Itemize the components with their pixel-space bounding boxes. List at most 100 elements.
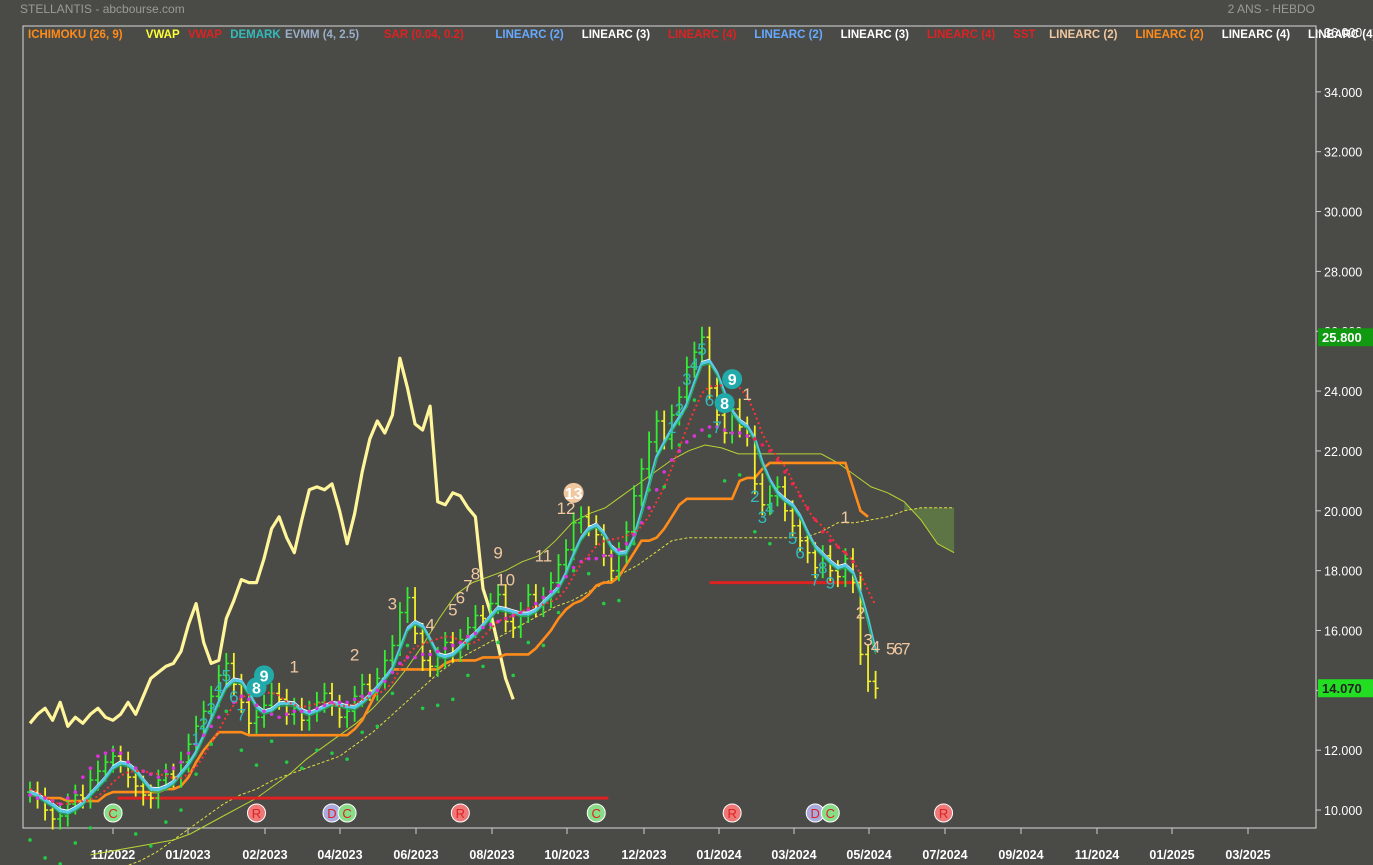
legend-item-10: LINEARC (3) — [841, 29, 910, 41]
y-tick-label: 16.000 — [1324, 624, 1362, 638]
sar-dot — [737, 431, 742, 435]
demark-count: 3 — [206, 699, 215, 718]
sar-dot — [466, 634, 470, 639]
sar-dot — [534, 601, 538, 606]
signal-marker — [586, 803, 606, 823]
sar-dot — [96, 754, 100, 758]
sar-dot — [126, 760, 130, 764]
sar-dot — [435, 649, 440, 654]
sar-dot — [375, 688, 380, 693]
demark-count: 7 — [901, 639, 910, 658]
support-dot — [526, 640, 531, 645]
demark-count: 6 — [456, 589, 465, 608]
sar-dot — [549, 589, 553, 594]
sar-dot — [843, 550, 848, 555]
sar-dot — [602, 553, 606, 558]
demark-count: 7 — [237, 705, 246, 724]
sar-dot — [458, 640, 463, 645]
sar-dot — [662, 470, 666, 474]
x-tick-label: 07/2024 — [922, 848, 967, 862]
sar-dot — [722, 428, 727, 432]
support-dot — [269, 739, 274, 744]
demark-circle-label: 13 — [565, 486, 583, 503]
signal-marker-label: R — [727, 806, 736, 821]
sar-dot — [443, 646, 448, 651]
support-dot — [133, 832, 138, 836]
y-tick-label: 30.000 — [1324, 206, 1362, 220]
demark-count: 2 — [199, 714, 208, 733]
demark-count: 5 — [886, 639, 895, 658]
x-tick-label: 04/2023 — [317, 848, 362, 862]
demark-count: 6 — [894, 639, 903, 658]
legend-item-2: VWAP — [188, 29, 222, 41]
signal-marker-label: C — [108, 806, 117, 821]
support-dot — [360, 730, 365, 735]
sar-dot — [292, 709, 297, 714]
x-tick-label: 01/2025 — [1149, 848, 1194, 862]
demark-count: 10 — [496, 571, 515, 590]
x-tick-label: 05/2024 — [846, 848, 891, 862]
support-dot — [390, 691, 395, 696]
demark-count: 4 — [425, 615, 434, 634]
sar-dot — [269, 712, 274, 717]
chikou-span — [28, 356, 515, 728]
signal-marker-label: C — [826, 806, 835, 821]
x-tick-label: 11/2024 — [1075, 848, 1120, 862]
demark-count: 4 — [214, 678, 223, 697]
sar-dot — [73, 790, 78, 794]
support-dot — [315, 748, 319, 752]
y-tick-label: 10.000 — [1324, 804, 1362, 818]
support-dot — [722, 479, 727, 483]
sar-dot — [111, 748, 115, 752]
demark-count: 1 — [191, 729, 200, 748]
x-tick-label: 11/2022 — [91, 848, 136, 862]
demark-count: 12 — [557, 499, 576, 518]
demark-count: 1 — [290, 657, 299, 676]
support-dot — [28, 838, 32, 842]
demark-count: 1 — [743, 385, 752, 404]
x-tick-label: 06/2023 — [393, 848, 438, 862]
kumo-fill — [904, 501, 955, 553]
demark-count: 4 — [765, 499, 774, 518]
demark-count: 8 — [818, 559, 827, 578]
y-tick-label: 32.000 — [1324, 146, 1362, 160]
sar-dot — [345, 700, 349, 705]
legend-item-15: LINEARC (4) — [1222, 29, 1291, 41]
support-dot — [511, 673, 515, 678]
legend-item-11: LINEARC (4) — [927, 29, 996, 41]
demark-count: 7 — [810, 571, 819, 590]
sar-dot — [654, 488, 659, 492]
sar-dot — [488, 622, 493, 627]
support-dot — [300, 766, 304, 770]
sar-dot — [216, 715, 221, 720]
legend-item-16: LINEARC (4) — [1308, 29, 1373, 41]
support-dot — [451, 697, 455, 702]
demark-count: 1 — [841, 508, 850, 527]
sar-dot — [156, 775, 161, 779]
signal-marker-label: R — [456, 806, 465, 821]
sar-dot — [541, 595, 546, 600]
x-tick-label: 03/2025 — [1225, 848, 1270, 862]
sar-dot — [383, 679, 387, 684]
support-dot — [677, 443, 682, 447]
sar-dot — [730, 431, 734, 435]
demark-count: 3 — [682, 370, 691, 389]
sar-dot — [103, 751, 108, 755]
support-dot — [164, 820, 168, 824]
signal-marker — [722, 803, 742, 823]
sar-dot — [760, 443, 765, 447]
demark-count: 5 — [448, 601, 457, 620]
sar-dot — [707, 425, 712, 429]
x-tick-label: 02/2023 — [242, 848, 287, 862]
support-dot — [753, 529, 757, 534]
sar-dot — [28, 793, 32, 797]
demark-circle — [563, 482, 584, 503]
sar-dot — [828, 538, 833, 543]
sar-dot — [571, 565, 576, 570]
price-badge-high-label: 25.800 — [1322, 330, 1362, 345]
legend-item-6: LINEARC (2) — [495, 29, 564, 41]
sar-dot — [262, 709, 266, 714]
sar-dot — [133, 766, 138, 770]
support-dot — [149, 844, 153, 848]
